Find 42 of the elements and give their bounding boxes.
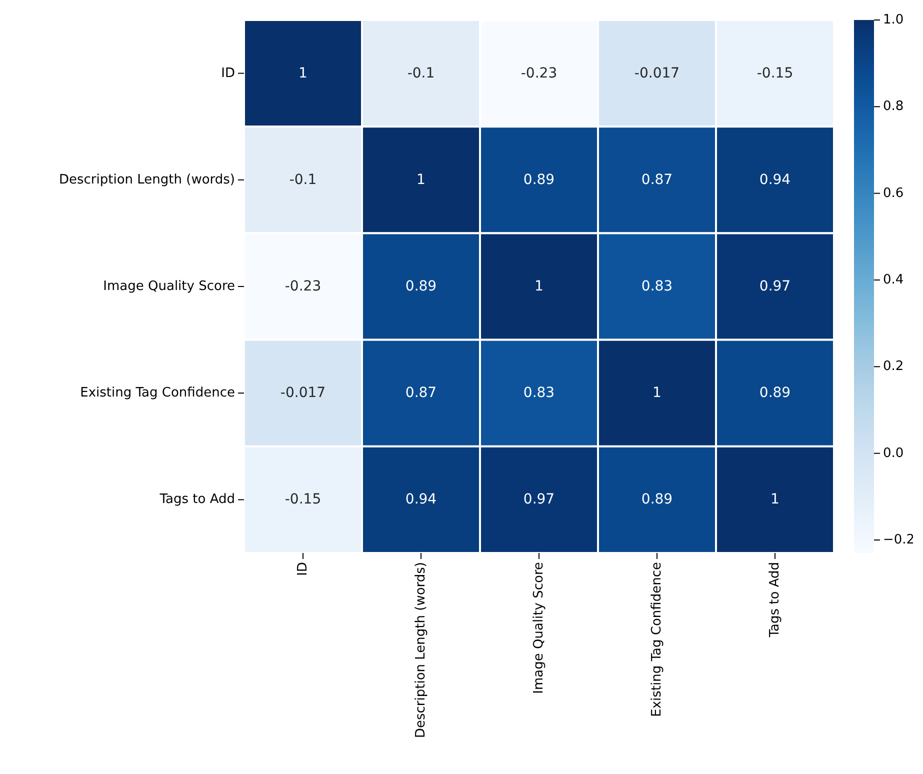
y-tick-label: Existing Tag Confidence [80, 386, 235, 401]
y-tick-label: Description Length (words) [58, 172, 235, 188]
data-label: 0.89 [759, 385, 791, 402]
color-bar-label: 1.0 [883, 12, 904, 28]
color-bar-label: 0.2 [883, 359, 904, 374]
data-label: 0.83 [523, 385, 555, 402]
data-label: 1 [652, 385, 662, 402]
color-bar-label: 0.8 [883, 99, 904, 114]
data-label: 1 [534, 278, 544, 294]
data-label: -0.23 [520, 65, 558, 82]
data-label: 0.97 [523, 492, 555, 508]
data-label: -0.1 [407, 65, 435, 82]
data-label: 0.83 [641, 278, 673, 294]
x-tick-label: Description Length (words) [414, 562, 428, 738]
data-label: -0.017 [280, 385, 326, 402]
data-label: 0.89 [405, 278, 437, 294]
data-label: -0.23 [284, 278, 322, 294]
data-label: -0.1 [289, 172, 317, 188]
data-label: -0.15 [284, 492, 322, 508]
y-tick-label: Tags to Add [158, 492, 235, 508]
data-label: -0.15 [756, 65, 794, 82]
data-label: 0.94 [405, 492, 437, 508]
x-tick-label: ID [296, 562, 310, 576]
data-label: 0.89 [523, 172, 555, 188]
data-label: 1 [770, 492, 780, 508]
y-tick-label: Image Quality Score [103, 279, 235, 294]
data-label: 1 [416, 172, 426, 188]
x-tick-label: Image Quality Score [532, 562, 546, 694]
data-label: 0.94 [759, 172, 791, 188]
color-bar-label: −0.2 [883, 532, 915, 548]
data-label: 0.87 [405, 385, 437, 402]
data-label: 1 [298, 65, 308, 82]
x-tick-label: Tags to Add [768, 562, 782, 638]
data-label: -0.017 [634, 65, 680, 82]
data-label: 0.97 [759, 278, 791, 294]
color-bar-label: 0.6 [883, 186, 904, 201]
data-label: 0.89 [641, 492, 673, 508]
color-bar-label: 0.4 [883, 272, 904, 288]
x-tick-label: Existing Tag Confidence [650, 562, 664, 717]
y-tick-label: ID [221, 66, 235, 81]
data-label: 0.87 [641, 172, 673, 188]
color-bar-label: 0.0 [883, 446, 904, 461]
